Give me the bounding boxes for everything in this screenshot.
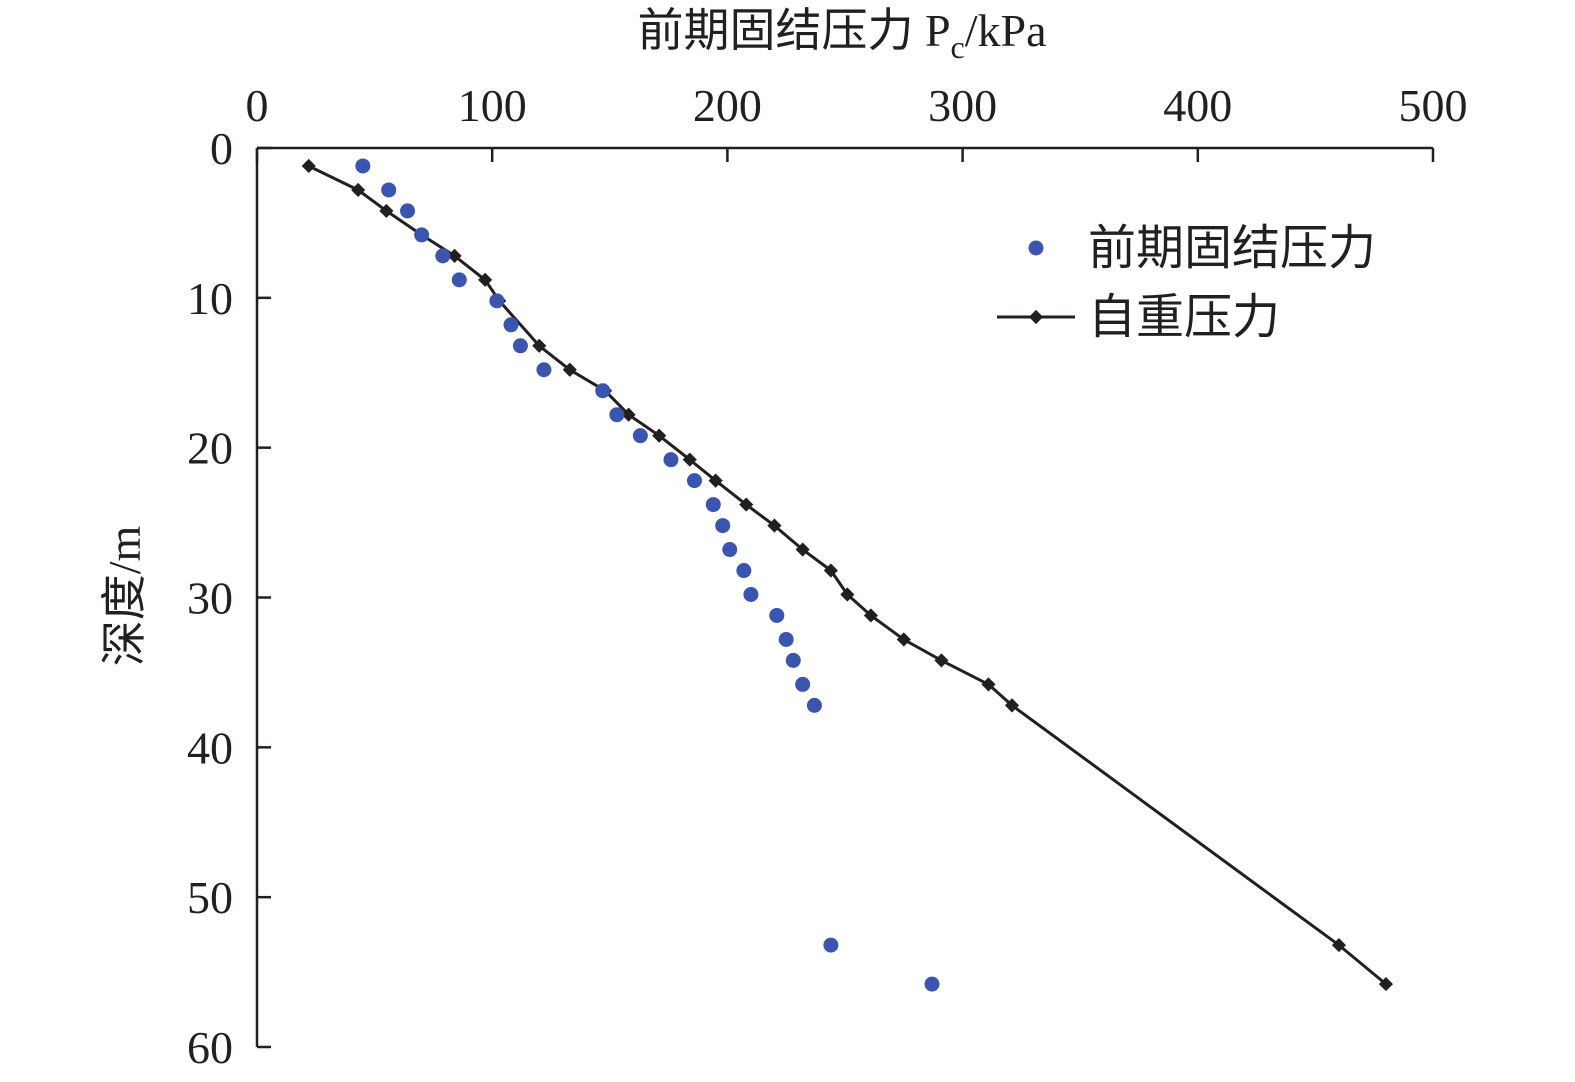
line-point-marker (1378, 976, 1394, 992)
line-point-marker (708, 473, 723, 488)
y-tick-label: 40 (187, 722, 233, 773)
y-axis-title: 深度/m (99, 526, 150, 667)
scatter-point (806, 697, 822, 713)
scatter-point (686, 473, 702, 489)
line-point-marker (379, 203, 394, 219)
line-point-marker (934, 653, 949, 668)
line-point-marker (301, 158, 316, 174)
line-point-marker (621, 407, 636, 422)
scatter-point (503, 317, 519, 333)
axis-ticks (255, 146, 1435, 1049)
scatter-point (785, 652, 801, 668)
line-point-marker (562, 362, 577, 377)
scatter-point (512, 338, 528, 354)
y-tick-label: 10 (187, 273, 233, 324)
scatter-point (536, 362, 552, 378)
legend-label-line: 自重压力 (1088, 291, 1280, 344)
scatter-point (715, 518, 731, 534)
scatter-point (722, 542, 738, 558)
scatter-point (400, 203, 416, 219)
x-tick-label: 0 (246, 80, 269, 131)
x-tick-label: 200 (693, 80, 762, 131)
scatter-point (381, 182, 397, 198)
scatter-point (414, 227, 430, 243)
scatter-point (355, 158, 371, 174)
y-tick-label: 50 (187, 872, 233, 923)
y-tick-label: 0 (210, 123, 233, 174)
x-tick-label: 100 (458, 80, 527, 131)
scatter-point (743, 587, 759, 603)
scatter-point (705, 497, 721, 513)
line-point-marker (896, 632, 911, 647)
line-point-marker (447, 248, 462, 263)
line-point-marker (682, 452, 697, 467)
line-point-marker (478, 272, 493, 287)
y-tick-labels: 0 10 20 30 40 50 60 (187, 123, 233, 1073)
y-tick-label: 30 (187, 573, 233, 624)
scatter-point (595, 383, 611, 399)
line-point-marker (1004, 698, 1020, 713)
legend-marker-diamond (1028, 309, 1044, 325)
line-point-marker (739, 497, 754, 512)
scatter-point (609, 407, 625, 423)
line-point-marker (795, 542, 810, 557)
scatter-point (663, 452, 679, 468)
scatter-point (435, 248, 451, 264)
x-tick-label: 400 (1163, 80, 1232, 131)
x-axis-title: 前期固结压力 Pc/kPa (637, 5, 1046, 65)
line-point-marker (1331, 938, 1346, 953)
line-point-marker (863, 608, 878, 623)
scatter-point (823, 937, 839, 953)
x-tick-labels: 0 100 200 300 400 500 (246, 80, 1468, 131)
y-tick-label: 20 (187, 423, 233, 474)
line-point-marker (840, 587, 855, 602)
scatter-point (924, 976, 940, 992)
legend-marker-scatter (1028, 240, 1044, 256)
y-tick-label: 60 (187, 1022, 233, 1073)
scatter-point (632, 428, 648, 444)
legend: 前期固结压力 自重压力 (997, 222, 1376, 344)
scatter-point (489, 293, 505, 309)
scatter-point (778, 631, 794, 647)
scatter-point (769, 607, 785, 623)
series-line-self-weight-pressure (308, 164, 1387, 986)
legend-label-scatter: 前期固结压力 (1088, 222, 1376, 275)
line-point-marker (652, 428, 667, 443)
scatter-point (451, 272, 467, 288)
line-point-marker (981, 677, 996, 692)
scatter-point (736, 563, 752, 579)
line-point-marker (823, 563, 838, 578)
x-tick-label: 500 (1399, 80, 1468, 131)
scatter-point (795, 676, 811, 692)
plot-area (301, 158, 1394, 992)
line-point-marker (351, 182, 366, 198)
line-point-marker (767, 518, 782, 533)
x-tick-label: 300 (928, 80, 997, 131)
line-point-marker (532, 338, 547, 353)
